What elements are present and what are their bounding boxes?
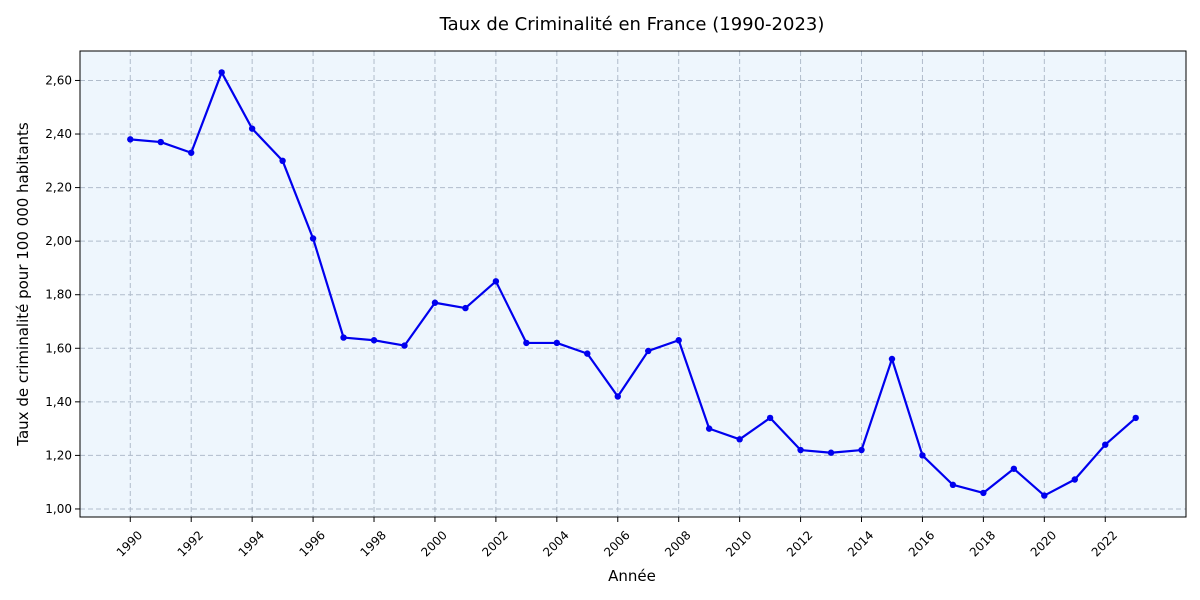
data-point (827, 449, 835, 456)
y-tick-label: 1,40 (45, 395, 72, 409)
data-point (279, 157, 286, 165)
x-tick-label: 2014 (845, 528, 876, 559)
x-axis-label: Année (608, 567, 656, 585)
grid-lines (80, 51, 1186, 517)
data-point (675, 337, 682, 344)
axes (75, 50, 1187, 522)
data-point (919, 452, 926, 459)
data-point (248, 125, 256, 132)
data-point (309, 235, 317, 242)
y-tick-label: 2,60 (45, 73, 72, 87)
data-point (1010, 465, 1018, 472)
x-tick-label: 2008 (662, 528, 693, 559)
x-tick-label: 2020 (1028, 528, 1059, 559)
data-point (766, 414, 774, 422)
x-tick-label: 2022 (1089, 528, 1120, 559)
y-tick-label: 1,80 (45, 288, 72, 302)
data-point (492, 278, 500, 285)
data-point (188, 149, 195, 156)
data-point (462, 304, 469, 312)
x-tick-label: 1992 (175, 528, 206, 559)
x-tick-label: 2018 (967, 528, 998, 559)
plot-area (80, 51, 1186, 517)
y-tick-label: 1,60 (45, 341, 72, 355)
y-tick-label: 1,20 (45, 448, 72, 462)
chart-title: Taux de Criminalité en France (1990-2023… (439, 14, 825, 35)
data-point (431, 299, 439, 306)
x-tick-label: 2002 (479, 528, 510, 559)
data-point (736, 436, 743, 443)
x-tick-label: 2004 (540, 528, 571, 559)
data-point (1102, 441, 1109, 448)
y-axis-label: Taux de criminalité pour 100 000 habitan… (14, 122, 32, 447)
data-point (645, 347, 652, 355)
data-point (157, 138, 164, 146)
data-point (797, 446, 804, 454)
x-tick-label: 2006 (601, 528, 632, 559)
data-point (1071, 476, 1078, 483)
data-point (888, 355, 896, 363)
x-tick-label: 2000 (418, 528, 449, 559)
data-point (858, 446, 865, 454)
data-point (340, 334, 347, 341)
y-tick-label: 2,20 (45, 181, 72, 195)
series-line (130, 71, 1137, 497)
data-point (127, 136, 134, 143)
data-point (370, 337, 378, 344)
data-point (1041, 492, 1048, 499)
series-layer (127, 69, 1139, 499)
data-point (1132, 414, 1139, 422)
x-tick-label: 1990 (114, 528, 145, 559)
y-tick-label: 1,00 (45, 502, 72, 516)
x-tick-label: 1996 (297, 528, 328, 559)
data-point (949, 481, 957, 489)
data-point (553, 339, 561, 347)
y-tick-label: 2,00 (45, 234, 72, 248)
y-tick-label: 2,40 (45, 127, 72, 141)
x-tick-label: 2012 (784, 528, 815, 559)
data-point (401, 342, 408, 349)
data-point (980, 489, 987, 497)
x-tick-label: 2016 (906, 528, 937, 559)
x-tick-label: 1998 (357, 528, 388, 559)
data-point (705, 425, 713, 432)
data-point (523, 339, 530, 347)
axes-frame (79, 50, 1187, 518)
x-tick-label: 1994 (236, 528, 267, 559)
data-point (584, 350, 591, 357)
x-tick-label: 2010 (723, 528, 754, 559)
data-point (614, 393, 621, 400)
data-point (218, 69, 225, 76)
